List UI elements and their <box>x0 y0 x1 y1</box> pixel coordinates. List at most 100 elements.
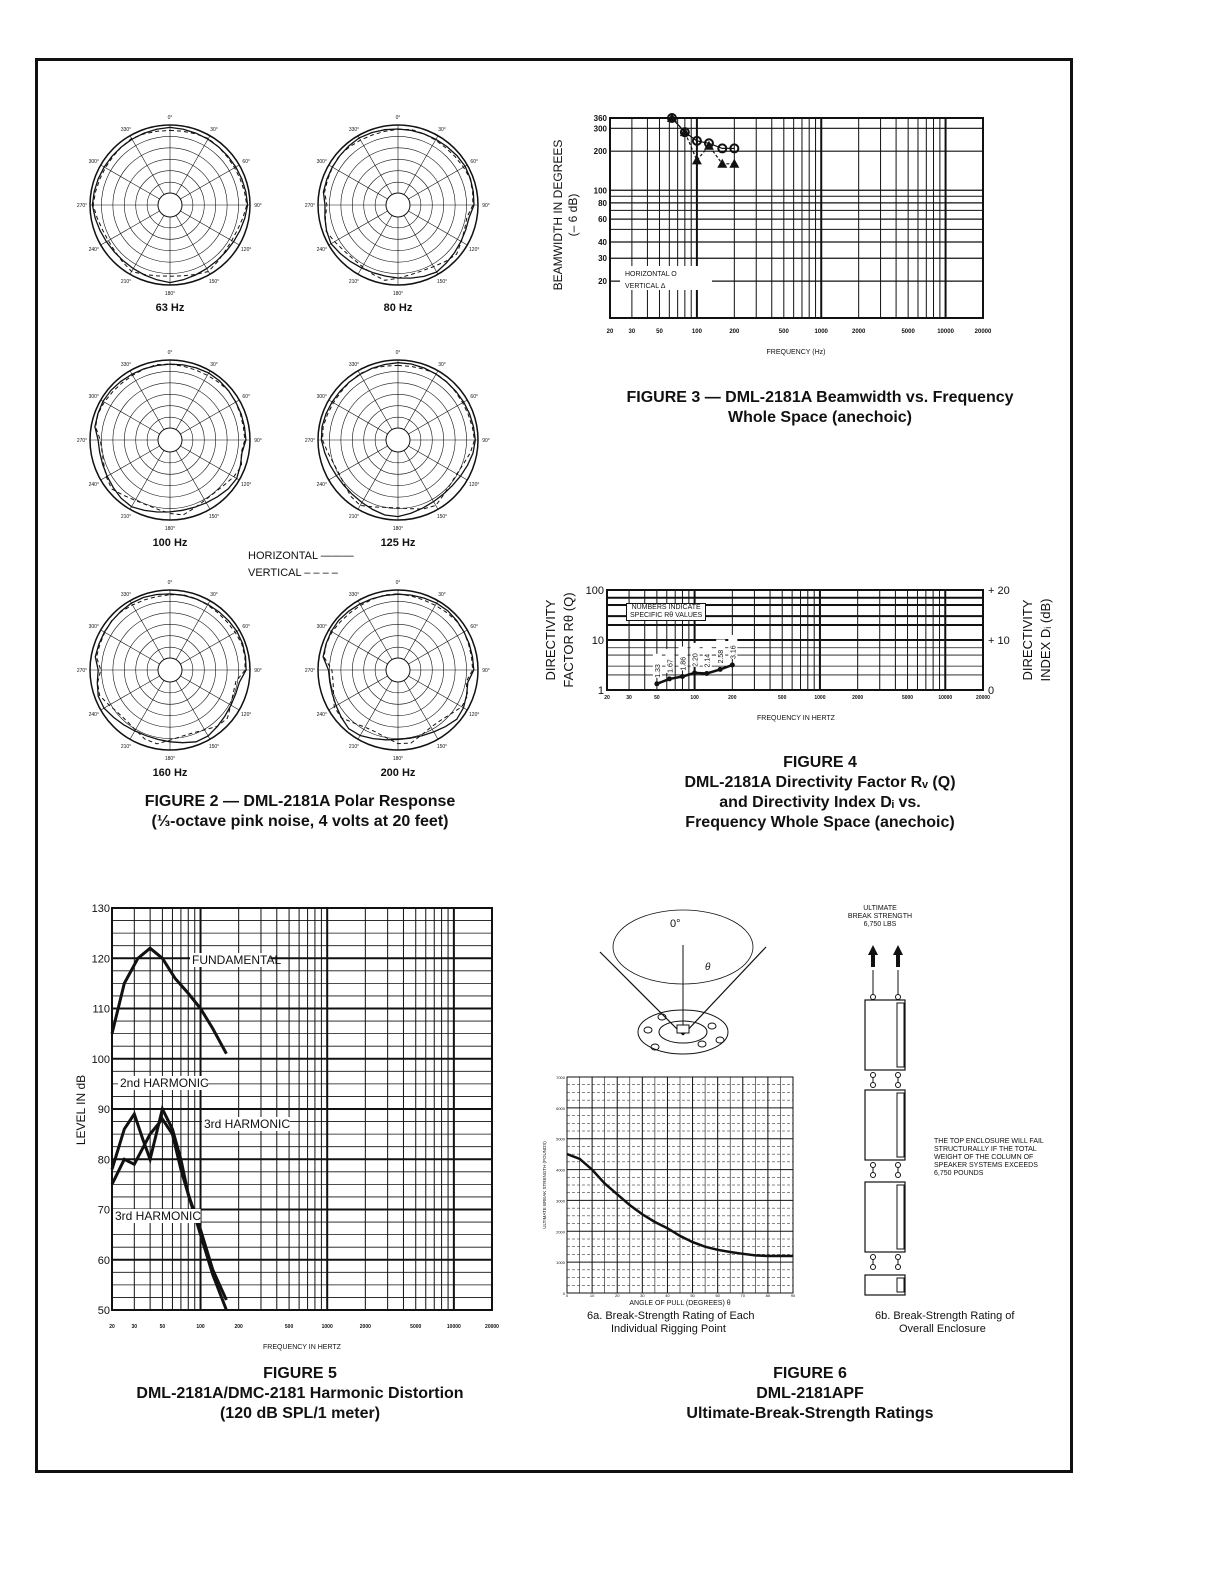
y-tick-label: 100 <box>594 186 608 195</box>
polar-angle-label: 60° <box>470 159 478 165</box>
y-tick-label: 2000 <box>556 1229 566 1234</box>
polar-spoke <box>357 135 393 195</box>
label-bg <box>190 953 271 967</box>
data-point-vertical <box>729 158 740 168</box>
polar-angle-label: 0° <box>168 580 173 586</box>
y-axis-label-2: FACTOR Rθ (Q) <box>561 592 576 687</box>
polar-angle-label: 120° <box>241 482 251 488</box>
ubs1: ULTIMATE <box>863 905 897 912</box>
note2: SPECIFIC Rθ VALUES <box>630 612 703 619</box>
x-tick-label: 10000 <box>937 329 954 335</box>
polar-frequency-label: 100 Hz <box>153 537 188 549</box>
x-tick-label: 5000 <box>901 329 915 335</box>
x-axis-label: ANGLE OF PULL (DEGREES) θ <box>629 1300 730 1307</box>
polar-spoke <box>175 370 211 430</box>
y-tick-label: 360 <box>594 114 608 123</box>
bolt-hole <box>650 1043 660 1051</box>
x-tick-label: 20 <box>109 1324 115 1330</box>
fig6-line2: DML-2181APF <box>756 1385 864 1402</box>
y-tick-label: 100 <box>92 1054 110 1066</box>
polar-angle-label: 270° <box>77 203 87 209</box>
y-tick-label: 1000 <box>556 1260 566 1265</box>
x-tick-label: 100 <box>692 329 703 335</box>
data-point-vertical <box>666 113 677 122</box>
polar-spoke <box>328 164 388 200</box>
x-tick-label: 20000 <box>975 329 992 335</box>
fig3-caption: FIGURE 3 — DML-2181A Beamwidth vs. Frequ… <box>540 388 1100 428</box>
plot-frame <box>566 1076 794 1294</box>
data-point <box>666 676 672 682</box>
arrow-up-icon <box>893 945 903 967</box>
polar-angle-label: 330° <box>349 592 359 598</box>
data-label: 3.16 <box>730 645 737 659</box>
x-tick-label: 10000 <box>938 695 952 701</box>
label-bg <box>690 642 700 667</box>
cone-side <box>682 946 767 1036</box>
x-tick-label: 5000 <box>902 695 913 701</box>
polar-angle-label: 0° <box>396 350 401 356</box>
polar-angle-label: 210° <box>349 514 359 520</box>
fig6-caption: FIGURE 6 DML-2181APF Ultimate-Break-Streng… <box>570 1364 1050 1424</box>
rigging-plate-inner <box>658 1020 708 1044</box>
polar-spoke <box>357 215 393 275</box>
link-ring <box>870 1254 876 1260</box>
note-line: WEIGHT OF THE COLUMN OF <box>934 1154 1034 1161</box>
y-tick-label: 7000 <box>556 1075 566 1080</box>
polar-angle-label: 150° <box>437 744 447 750</box>
polar-spoke <box>180 445 240 481</box>
fig5-line3: (120 dB SPL/1 meter) <box>219 1405 381 1422</box>
polar-angle-label: 150° <box>437 514 447 520</box>
polar-angle-label: 0° <box>168 115 173 121</box>
y-tick-label: 90 <box>98 1104 110 1116</box>
fig3-subtitle: Whole Space (anechoic) <box>727 409 913 426</box>
polar-angle-label: 300° <box>89 394 99 400</box>
x-tick-label: 40 <box>665 1293 670 1298</box>
polar-spoke <box>129 215 165 275</box>
fig4-line3: and Directivity Index Dᵢ vs. <box>719 794 921 811</box>
y-tick-label: 200 <box>594 147 608 156</box>
fig4-line4: Frequency Whole Space (anechoic) <box>685 814 955 831</box>
fig2-subtitle: (⅓-octave pink noise, 4 volts at 20 feet… <box>151 813 449 830</box>
polar-frequency-label: 80 Hz <box>384 302 413 314</box>
x-tick-label: 2000 <box>852 695 863 701</box>
polar-angle-label: 30° <box>210 592 218 598</box>
data-point-vertical <box>717 158 728 168</box>
data-point-vertical <box>691 155 702 165</box>
polar-angle-label: 90° <box>254 438 262 444</box>
polar-angle-label: 180° <box>165 756 175 762</box>
x-tick-label: 1000 <box>322 1324 333 1330</box>
y-axis-label: BEAMWIDTH IN DEGREES <box>551 140 565 291</box>
polar-spoke <box>180 629 240 665</box>
y-axis-label: ULTIMATE BREAK STRENGTH (POUNDS) <box>542 1141 547 1229</box>
fig4-note: NUMBERS INDICATE SPECIFIC Rθ VALUES <box>626 603 707 621</box>
polar-angle-label: 90° <box>482 668 490 674</box>
polar-angle-label: 150° <box>209 514 219 520</box>
y-right-axis-label: DIRECTIVITY <box>1020 599 1035 680</box>
polar-angle-label: 210° <box>349 744 359 750</box>
polar-angle-label: 270° <box>77 668 87 674</box>
polar-angle-label: 180° <box>165 526 175 532</box>
ubs2: BREAK STRENGTH <box>847 913 913 920</box>
series-label: FUNDAMENTAL <box>192 953 281 967</box>
polar-spoke <box>100 210 160 246</box>
x-tick-label: 20000 <box>485 1324 499 1330</box>
fig4-title: FIGURE 4 <box>783 754 857 771</box>
x-tick-label: 30 <box>626 695 632 701</box>
fig5-line2: DML-2181A/DMC-2181 Harmonic Distortion <box>136 1385 464 1402</box>
x-tick-label: 200 <box>728 695 737 701</box>
fail-note: THE TOP ENCLOSURE WILL FAIL STRUCTURALLY … <box>934 1138 1044 1178</box>
legend-horizontal: HORIZONTAL ——— <box>248 550 354 562</box>
y-axis-label: DIRECTIVITY <box>543 599 558 680</box>
y-tick-label: 50 <box>98 1305 110 1317</box>
data-point <box>679 674 685 680</box>
series-label: 2nd HARMONIC <box>120 1076 209 1090</box>
bolt-hole <box>657 1013 667 1021</box>
link-ring <box>895 1082 901 1088</box>
polar-center <box>157 657 183 683</box>
x-tick-label: 1000 <box>815 329 829 335</box>
theta-label: θ <box>705 962 711 973</box>
y-tick-label: 60 <box>98 1255 110 1267</box>
polar-spoke <box>408 399 468 435</box>
data-label: 2.14 <box>705 654 712 668</box>
x-tick-label: 50 <box>654 695 660 701</box>
